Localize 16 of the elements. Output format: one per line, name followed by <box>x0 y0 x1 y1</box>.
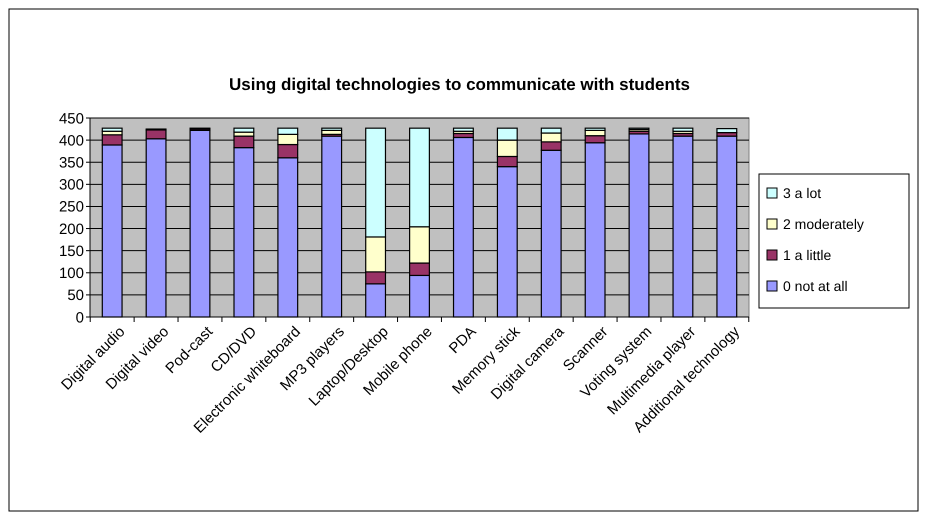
y-tick-label: 200 <box>58 220 84 238</box>
chart-title: Using digital technologies to communicate with students <box>229 75 690 94</box>
x-tick-label: PDA <box>446 323 480 358</box>
y-tick-label: 50 <box>67 287 84 304</box>
legend-label: 0 not at all <box>783 278 848 294</box>
y-tick-label: 450 <box>58 110 84 128</box>
y-tick-label: 100 <box>58 265 84 282</box>
y-tick-label: 350 <box>58 154 84 172</box>
legend-label: 3 a lot <box>783 184 822 201</box>
y-tick-label: 250 <box>58 198 84 216</box>
y-tick-label: 400 <box>58 132 84 150</box>
y-tick-label: 0 <box>76 309 84 326</box>
legend-label: 2 moderately <box>783 216 864 232</box>
y-tick-label: 300 <box>58 176 84 194</box>
legend-label: 1 a little <box>783 246 832 263</box>
y-tick-label: 150 <box>58 242 84 260</box>
